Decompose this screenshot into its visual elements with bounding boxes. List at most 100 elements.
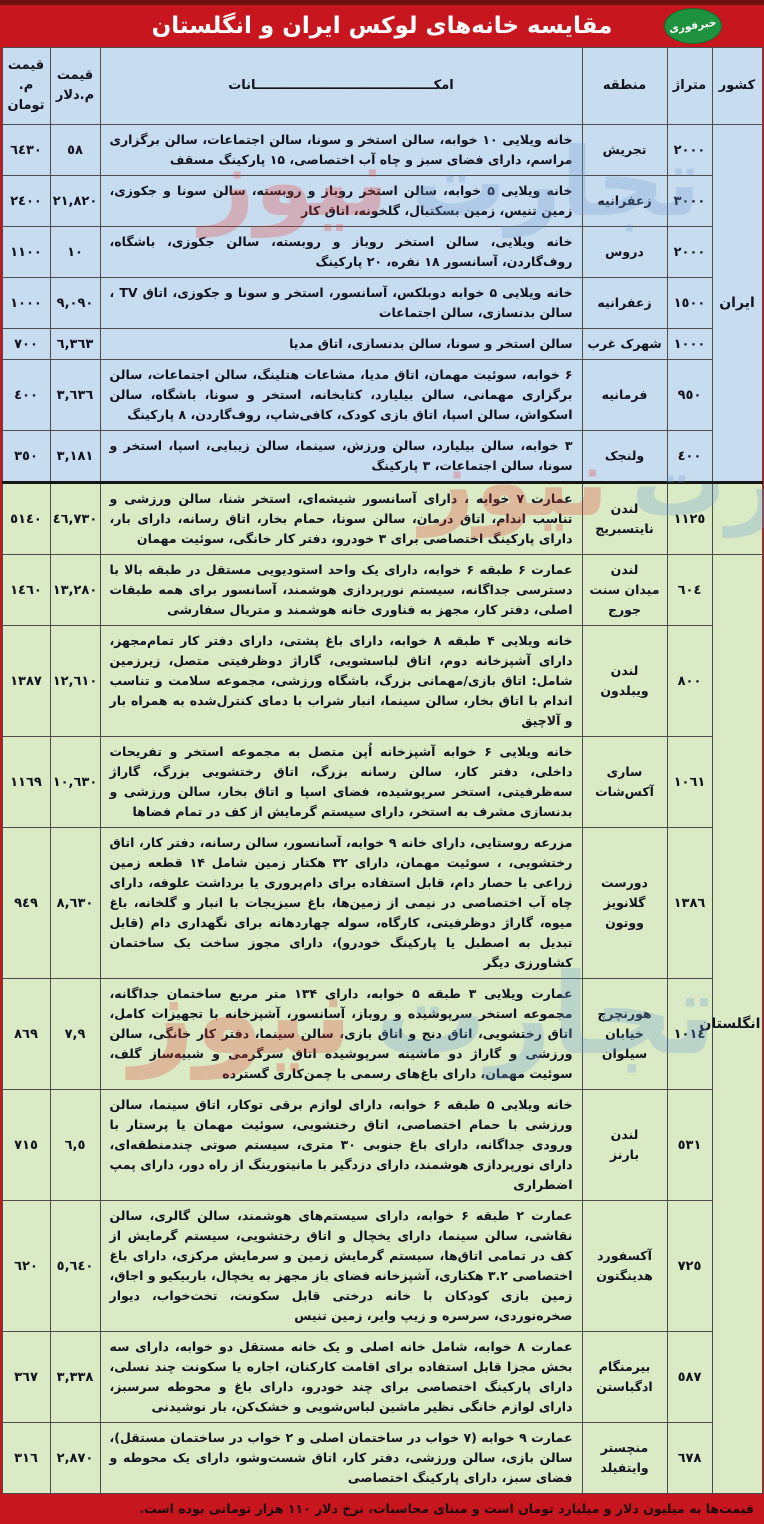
price-usd-cell: ٣,١٨١	[49, 430, 101, 484]
table-header: کشور متراژ منطقه امکــــــــــــــــــــ…	[1, 46, 763, 126]
table-row: ١٠٠٠ شهرک غرب سالن استخر و سونا، سالن بدنس…	[1, 328, 762, 361]
area-cell: ٩٥٠	[666, 359, 713, 432]
price-usd-cell: ٢,٨٧٠	[49, 1422, 101, 1495]
price-usd-cell: ٥,٦٤٠	[49, 1200, 101, 1333]
area-cell: ٦٠٤	[666, 554, 713, 627]
area-cell: ٤٠٠	[666, 430, 713, 484]
khabarfoori-logo-icon: خبرفوری	[664, 8, 722, 44]
col-header-region: منطقه	[581, 46, 668, 126]
table-row: ٣٠٠٠ زعفرانیه خانه ویلایی ۵ خوابه، سالن اس…	[1, 175, 762, 228]
region-cell: منچستر وایتفیلد	[581, 1422, 668, 1495]
table-row: ٩٥٠ فرمانیه ۶ خوابه، سوئیت مهمان، اتاق مدی…	[1, 359, 762, 432]
region-cell: آکسفورد هدینگتون	[581, 1200, 668, 1333]
price-toman-cell: ١٠٠٠	[1, 277, 51, 330]
table-row: ٧٢٥ آکسفورد هدینگتون عمارت ۲ طبقه ۶ خوابه،…	[1, 1200, 762, 1333]
amenities-cell: عمارت ۷ خوابه ، دارای آسانسور شیشه‌ای، ا…	[99, 481, 583, 556]
price-toman-cell: ١٣٨٧	[1, 625, 51, 738]
amenities-cell: خانه ویلایی ۵ خوابه دوبلکس، آسانسور، است…	[99, 277, 583, 330]
price-toman-cell: ١٤٦٠	[1, 554, 51, 627]
area-cell: ٥٨٧	[666, 1331, 713, 1424]
col-header-price-toman: قیمت م. تومان	[1, 46, 51, 126]
col-header-price-usd: قیمت م.دلار	[49, 46, 101, 126]
price-toman-cell: ١١٦٩	[1, 736, 51, 829]
price-usd-cell: ٨,٦٣٠	[49, 827, 101, 980]
amenities-cell: خانه ویلایی ۴ طبقه ۸ خوابه، دارای باغ پش…	[99, 625, 583, 738]
area-cell: ٨٠٠	[666, 625, 713, 738]
region-cell: بیرمنگام ادگباستن	[581, 1331, 668, 1424]
price-toman-cell: ٣٦٧	[1, 1331, 51, 1424]
amenities-cell: عمارت ۲ طبقه ۶ خوابه، دارای سیستم‌های هو…	[99, 1200, 583, 1333]
region-cell: زعفرانیه	[581, 277, 668, 330]
table-row: ١٠٦١ ساری آکس‌شات خانه ویلایی ۶ خوابه آشپز…	[1, 736, 762, 829]
table-row: ١٥٠٠ زعفرانیه خانه ویلایی ۵ خوابه دوبلکس، …	[1, 277, 762, 330]
page-title: مقایسه خانه‌های لوکس ایران و انگلستان	[151, 13, 613, 39]
amenities-cell: سالن استخر و سونا، سالن بدنسازی، اتاق مد…	[99, 328, 583, 361]
logo-text: خبرفوری	[668, 16, 718, 36]
table-row: ٥٣١ لندن بارنز خانه ویلایی ۵ طبقه ۶ خوابه،…	[1, 1089, 762, 1202]
area-cell: ٦٧٨	[666, 1422, 713, 1495]
amenities-cell: خانه ویلایی ۵ طبقه ۶ خوابه، دارای لوازم …	[99, 1089, 583, 1202]
region-cell: دورست گلانویز ووتون	[581, 827, 668, 980]
area-cell: ٥٣١	[666, 1089, 713, 1202]
price-toman-cell: ٣٥٠	[1, 430, 51, 484]
region-cell: فرمانیه	[581, 359, 668, 432]
price-usd-cell: ٩,٠٩٠	[49, 277, 101, 330]
area-cell: ١١٢٥	[666, 481, 713, 556]
table-row: ایران ٢٠٠٠ تجریش خانه ویلایی ۱۰ خوابه، سالن…	[1, 124, 763, 484]
area-cell: ١٠٠٠	[666, 328, 713, 361]
price-usd-cell: ١٢,٦١٠	[49, 625, 101, 738]
amenities-cell: ۳ خوابه، سالن بیلیارد، سالن ورزش، سینما،…	[99, 430, 583, 484]
table-row: ٦٧٨ منچستر وایتفیلد عمارت ۹ خوابه (۷ خواب …	[1, 1422, 762, 1495]
price-usd-cell: ٦,٣٦٣	[49, 328, 101, 361]
amenities-cell: عمارت ۶ طبقه ۶ خوابه، دارای یک واحد استو…	[99, 554, 583, 627]
price-usd-cell: ١٠	[49, 226, 101, 279]
table-row: ١١٢٥ لندن نایتسبریج عمارت ۷ خوابه ، دارای …	[1, 481, 763, 556]
region-cell: لندن میدان سنت جورج	[581, 554, 668, 627]
country-cell: ایران	[711, 124, 763, 484]
price-toman-cell: ٧٠٠	[1, 328, 51, 361]
table-row: ٥٨٧ بیرمنگام ادگباستن عمارت ۸ خوابه، شامل …	[1, 1331, 762, 1424]
col-header-amenities: امکـــــــــــــــــــــــــــــــــــــ…	[99, 46, 583, 126]
area-cell: ١٣٨٦	[666, 827, 713, 980]
comparison-table: کشور متراژ منطقه امکــــــــــــــــــــ…	[1, 46, 763, 1495]
region-cell: لندن بارنز	[581, 1089, 668, 1202]
table-row: ١٠١٤ هورنچرچ خیابان سیلوان عمارت ویلایی ۳ …	[1, 978, 762, 1091]
price-usd-cell: ٤٦,٧٣٠	[49, 481, 101, 556]
price-usd-cell: ٢١,٨٢٠	[49, 175, 101, 228]
amenities-cell: ۶ خوابه، سوئیت مهمان، اتاق مدیا، مشاعات …	[99, 359, 583, 432]
price-usd-cell: ٧,٩	[49, 978, 101, 1091]
region-cell: هورنچرچ خیابان سیلوان	[581, 978, 668, 1091]
table-row: ٤٠٠ ولنجک ۳ خوابه، سالن بیلیارد، سالن ورزش…	[1, 430, 762, 484]
price-toman-cell: ٦٢٠	[1, 1200, 51, 1333]
area-cell: ٣٠٠٠	[666, 175, 713, 228]
area-cell: ٢٠٠٠	[666, 124, 713, 177]
table-row: ١٣٨٦ دورست گلانویز ووتون مزرعه روستایی، دا…	[1, 827, 762, 980]
price-toman-cell: ٨٦٩	[1, 978, 51, 1091]
amenities-cell: خانه ویلایی ۶ خوابه آشپزخانه اُپن متصل ب…	[99, 736, 583, 829]
price-toman-cell: ٤٠٠	[1, 359, 51, 432]
title-bar: خبرفوری مقایسه خانه‌های لوکس ایران و انگ…	[0, 5, 764, 47]
region-cell: تجریش	[581, 124, 668, 177]
price-usd-cell: ٣,٦٣٦	[49, 359, 101, 432]
price-toman-cell: ٣١٦	[1, 1422, 51, 1495]
amenities-cell: عمارت ۸ خوابه، شامل خانه اصلی و یک خانه …	[99, 1331, 583, 1424]
area-cell: ١٠٦١	[666, 736, 713, 829]
price-usd-cell: ٥٨	[49, 124, 101, 177]
header-row: کشور متراژ منطقه امکــــــــــــــــــــ…	[1, 46, 763, 126]
price-usd-cell: ١٠,٦٣٠	[49, 736, 101, 829]
region-cell: لندن ویبلدون	[581, 625, 668, 738]
region-cell: دروس	[581, 226, 668, 279]
country-cell-empty	[711, 481, 763, 556]
price-usd-cell: ٦,٥	[49, 1089, 101, 1202]
region-cell: لندن نایتسبریج	[581, 481, 668, 556]
amenities-cell: مزرعه روستایی، دارای خانه ۹ خوابه، آسانس…	[99, 827, 583, 980]
price-usd-cell: ٣,٣٣٨	[49, 1331, 101, 1424]
region-cell: ولنجک	[581, 430, 668, 484]
top-strip	[0, 0, 764, 5]
col-header-area: متراژ	[666, 46, 713, 126]
country-cell: انگلستان	[699, 554, 763, 1495]
price-toman-cell: ٢٤٠٠	[1, 175, 51, 228]
table-row: ٨٠٠ لندن ویبلدون خانه ویلایی ۴ طبقه ۸ خواب…	[1, 625, 762, 738]
amenities-cell: عمارت ویلایی ۳ طبقه ۵ خوابه، دارای ۱۳۴ م…	[99, 978, 583, 1091]
